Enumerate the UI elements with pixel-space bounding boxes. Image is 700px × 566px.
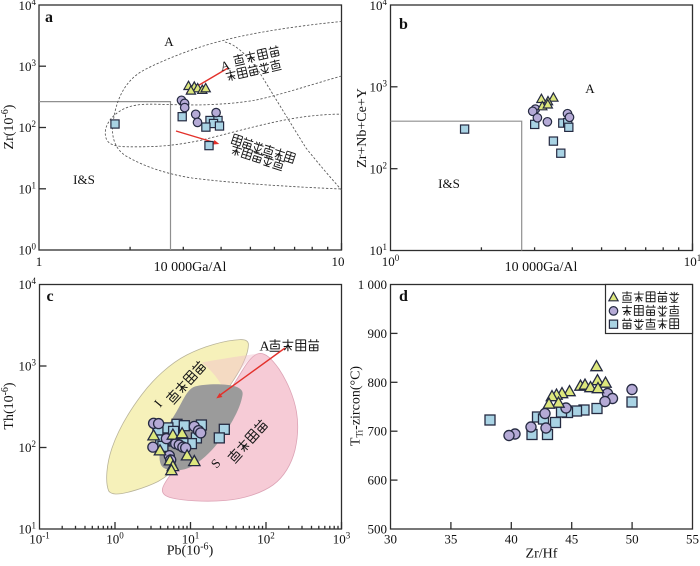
svg-text:40: 40 xyxy=(505,532,518,547)
svg-text:A: A xyxy=(585,81,595,96)
svg-text:700: 700 xyxy=(368,424,388,439)
svg-text:101: 101 xyxy=(684,253,700,269)
svg-text:Zr+Nb+Ce+Y: Zr+Nb+Ce+Y xyxy=(355,88,370,168)
svg-text:d: d xyxy=(399,288,408,305)
svg-text:1: 1 xyxy=(36,254,43,269)
svg-text:800: 800 xyxy=(368,375,388,390)
svg-text:900: 900 xyxy=(368,326,388,341)
svg-text:b: b xyxy=(399,16,408,33)
svg-text:Zr/Hf: Zr/Hf xyxy=(526,547,558,562)
svg-text:600: 600 xyxy=(368,473,388,488)
svg-text:10 000Ga/Al: 10 000Ga/Al xyxy=(154,260,227,275)
svg-text:1 000: 1 000 xyxy=(358,277,387,292)
svg-text:A: A xyxy=(164,34,174,49)
svg-text:500: 500 xyxy=(368,522,388,537)
svg-text:I&S: I&S xyxy=(438,176,460,191)
svg-text:c: c xyxy=(47,288,54,305)
svg-text:I&S: I&S xyxy=(73,172,95,187)
svg-text:55: 55 xyxy=(686,532,699,547)
svg-text:10: 10 xyxy=(332,254,345,269)
svg-text:30: 30 xyxy=(384,532,397,547)
svg-text:10 000Ga/Al: 10 000Ga/Al xyxy=(505,260,578,275)
svg-text:A: A xyxy=(219,57,232,74)
svg-text:35: 35 xyxy=(444,532,457,547)
svg-text:a: a xyxy=(45,9,53,26)
svg-text:50: 50 xyxy=(626,532,639,547)
svg-text:45: 45 xyxy=(565,532,578,547)
svg-text:TTi-zircon(°C): TTi-zircon(°C) xyxy=(349,366,365,446)
svg-text:A: A xyxy=(260,340,271,355)
